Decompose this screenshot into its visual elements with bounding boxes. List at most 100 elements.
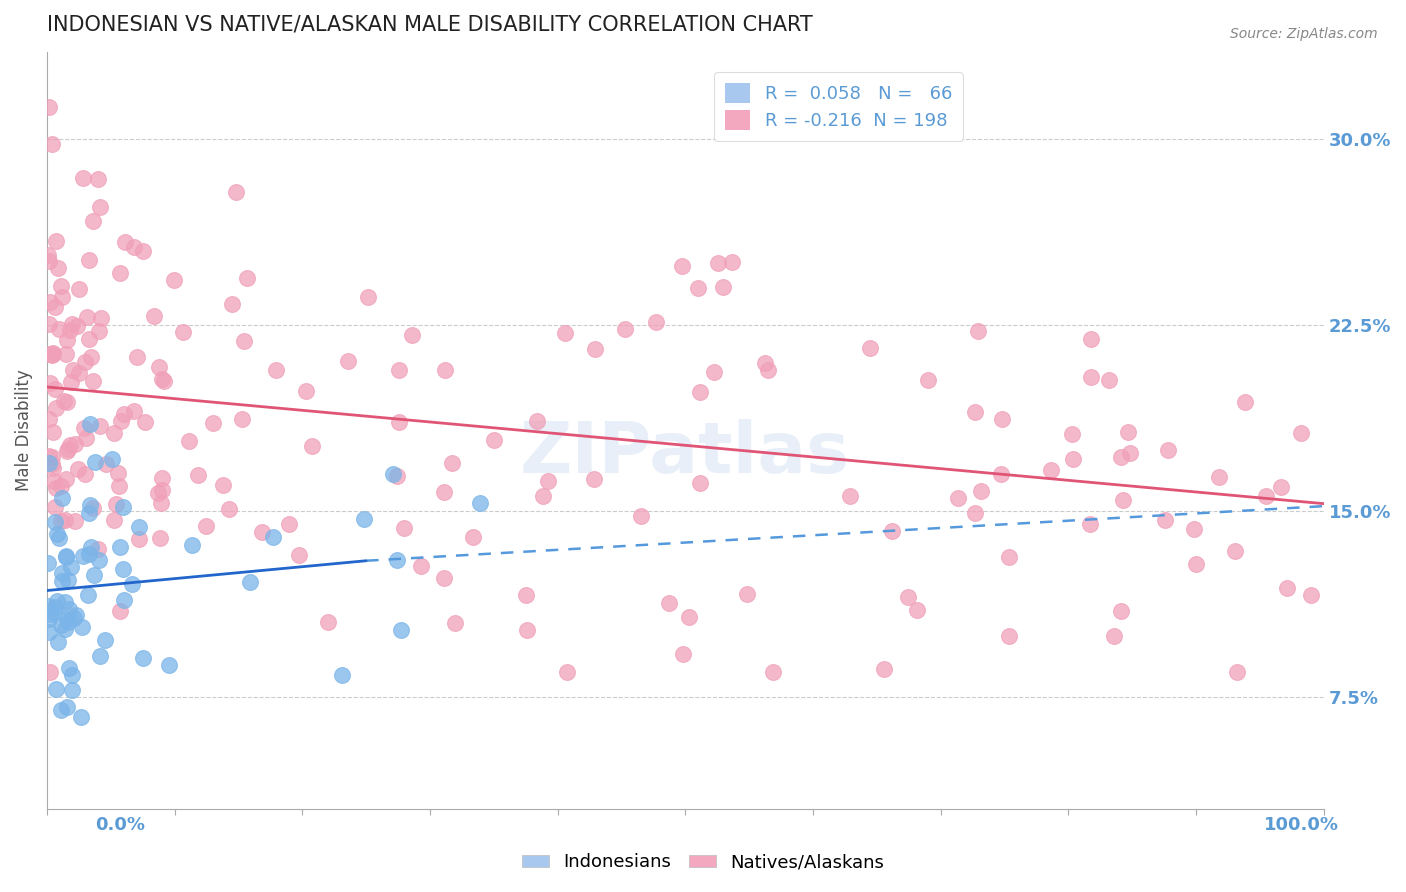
- Point: [122, 403, 145, 417]
- Point: [897, 590, 920, 604]
- Point: [859, 341, 882, 355]
- Point: [65, 607, 87, 622]
- Point: [1098, 373, 1121, 387]
- Point: [963, 506, 986, 520]
- Point: [104, 497, 127, 511]
- Point: [67, 366, 90, 380]
- Point: [153, 375, 176, 389]
- Point: [89, 200, 111, 214]
- Point: [60, 318, 83, 332]
- Point: [671, 260, 693, 274]
- Point: [177, 434, 200, 448]
- Point: [1301, 588, 1323, 602]
- Point: [128, 532, 150, 546]
- Point: [38, 100, 60, 114]
- Point: [278, 516, 301, 531]
- Point: [55, 347, 77, 361]
- Point: [103, 513, 125, 527]
- Point: [76, 310, 98, 324]
- Point: [389, 623, 412, 637]
- Point: [59, 560, 82, 574]
- Point: [288, 548, 311, 562]
- Point: [112, 562, 135, 576]
- Point: [44, 515, 66, 529]
- Point: [163, 273, 186, 287]
- Point: [672, 647, 695, 661]
- Point: [41, 348, 63, 362]
- Point: [44, 500, 66, 514]
- Point: [70, 619, 93, 633]
- Point: [41, 450, 63, 464]
- Point: [1109, 450, 1132, 464]
- Point: [1233, 394, 1256, 409]
- Point: [45, 401, 67, 415]
- Point: [67, 283, 90, 297]
- Point: [381, 467, 404, 481]
- Point: [51, 290, 73, 304]
- Point: [53, 393, 76, 408]
- Point: [440, 456, 463, 470]
- Point: [1182, 522, 1205, 536]
- Point: [882, 524, 904, 539]
- Point: [1208, 470, 1230, 484]
- Point: [146, 485, 169, 500]
- Point: [1102, 629, 1125, 643]
- Point: [1270, 479, 1292, 493]
- Point: [301, 439, 323, 453]
- Point: [82, 500, 104, 515]
- Point: [89, 419, 111, 434]
- Text: 100.0%: 100.0%: [1264, 816, 1339, 834]
- Point: [433, 485, 456, 500]
- Point: [1275, 581, 1298, 595]
- Point: [172, 325, 194, 339]
- Point: [41, 425, 63, 439]
- Point: [72, 549, 94, 563]
- Point: [45, 594, 67, 608]
- Point: [103, 425, 125, 440]
- Point: [689, 385, 711, 400]
- Point: [94, 457, 117, 471]
- Point: [44, 600, 66, 615]
- Point: [554, 326, 576, 341]
- Point: [73, 421, 96, 435]
- Point: [262, 530, 284, 544]
- Point: [385, 468, 408, 483]
- Point: [905, 603, 928, 617]
- Point: [108, 604, 131, 618]
- Point: [86, 172, 108, 186]
- Point: [58, 602, 80, 616]
- Point: [1040, 463, 1063, 477]
- Point: [149, 531, 172, 545]
- Point: [461, 530, 484, 544]
- Point: [948, 491, 970, 505]
- Point: [51, 574, 73, 588]
- Point: [756, 363, 779, 377]
- Point: [84, 455, 107, 469]
- Point: [150, 372, 173, 386]
- Point: [337, 354, 360, 368]
- Point: [111, 500, 134, 514]
- Point: [48, 531, 70, 545]
- Text: INDONESIAN VS NATIVE/ALASKAN MALE DISABILITY CORRELATION CHART: INDONESIAN VS NATIVE/ALASKAN MALE DISABI…: [46, 15, 813, 35]
- Point: [754, 356, 776, 370]
- Point: [250, 524, 273, 539]
- Text: Source: ZipAtlas.com: Source: ZipAtlas.com: [1230, 27, 1378, 41]
- Point: [51, 566, 73, 580]
- Point: [44, 474, 66, 488]
- Point: [1109, 604, 1132, 618]
- Point: [121, 577, 143, 591]
- Point: [526, 414, 548, 428]
- Point: [60, 683, 83, 698]
- Point: [63, 610, 86, 624]
- Point: [56, 442, 79, 457]
- Point: [58, 438, 80, 452]
- Point: [67, 462, 90, 476]
- Point: [44, 300, 66, 314]
- Point: [44, 382, 66, 396]
- Point: [82, 374, 104, 388]
- Point: [411, 559, 433, 574]
- Legend: Indonesians, Natives/Alaskans: Indonesians, Natives/Alaskans: [515, 847, 891, 879]
- Point: [51, 618, 73, 632]
- Point: [998, 550, 1021, 565]
- Point: [77, 588, 100, 602]
